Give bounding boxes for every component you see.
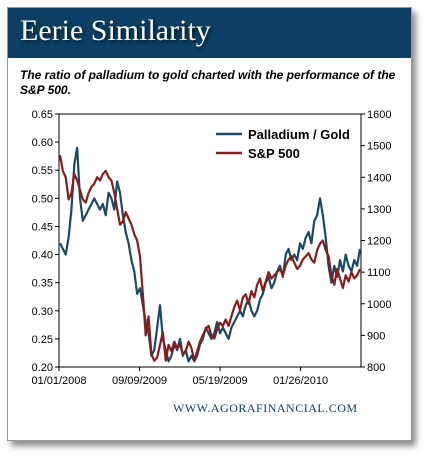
chart-subtitle: The ratio of palladium to gold charted w… [20, 68, 396, 97]
y-left-tick-label: 0.65 [32, 109, 53, 121]
y-right-tick-label: 1500 [367, 141, 391, 153]
y-left-tick-label: 0.20 [32, 362, 53, 374]
y-right-tick-label: 1400 [367, 172, 391, 184]
title-bar: Eerie Similarity [8, 8, 411, 58]
x-tick-label: 09/09/2009 [112, 375, 167, 387]
y-right-tick-label: 1600 [367, 109, 391, 121]
x-tick-label: 01/01/2008 [31, 375, 86, 387]
legend-label-sp500: S&P 500 [248, 146, 300, 161]
line-chart: 0.20 0.25 0.30 0.35 0.40 0.45 0.50 0.55 0.60 0.65… [31, 109, 391, 387]
y-right-tick-label: 900 [367, 330, 385, 342]
source-credit: WWW.AGORAFINANCIAL.COM [173, 401, 358, 415]
x-tick-label: 01/26/2010 [273, 375, 328, 387]
y-left-tick-label: 0.45 [32, 221, 53, 233]
y-left-tick-label: 0.25 [32, 334, 53, 346]
y-left-tick-label: 0.35 [32, 278, 53, 290]
y-left-tick-label: 0.60 [32, 137, 53, 149]
y-left-tick-label: 0.55 [32, 165, 53, 177]
chart-title: Eerie Similarity [20, 14, 211, 47]
y-left-tick-label: 0.30 [32, 306, 53, 318]
y-left-tick-label: 0.50 [32, 193, 53, 205]
y-right-tick-label: 1100 [367, 267, 391, 279]
y-right-tick-label: 1200 [367, 236, 391, 248]
chart-card: Eerie Similarity The ratio of palladium … [7, 7, 412, 441]
series-line-palladium-gold [59, 146, 362, 363]
series-line-sp500 [58, 154, 362, 362]
y-right-tick-label: 1300 [367, 204, 391, 216]
y-left-tick-label: 0.40 [32, 250, 53, 262]
y-right-tick-label: 1000 [367, 299, 391, 311]
y-right-tick-label: 800 [367, 362, 385, 374]
legend-label-palladium-gold: Palladium / Gold [248, 127, 350, 142]
x-tick-label: 05/19/2009 [193, 375, 248, 387]
